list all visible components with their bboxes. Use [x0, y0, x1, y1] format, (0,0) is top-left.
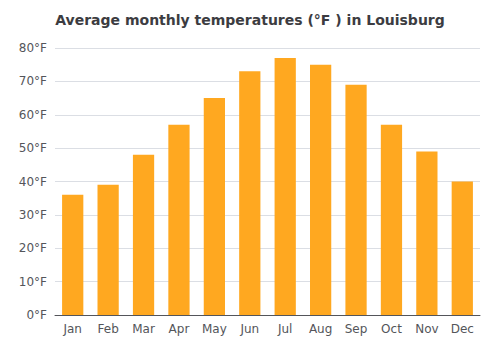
svg-text:0°F: 0°F [26, 308, 47, 322]
svg-text:Nov: Nov [415, 322, 438, 336]
svg-text:Oct: Oct [381, 322, 402, 336]
svg-text:Sep: Sep [345, 322, 368, 336]
svg-text:70°F: 70°F [19, 74, 47, 88]
svg-text:Apr: Apr [169, 322, 190, 336]
svg-text:60°F: 60°F [19, 108, 47, 122]
svg-text:Dec: Dec [451, 322, 474, 336]
svg-text:20°F: 20°F [19, 241, 47, 255]
svg-text:Jun: Jun [239, 322, 259, 336]
svg-text:Average monthly temperatures (: Average monthly temperatures (°F ) in Lo… [55, 12, 445, 28]
svg-text:50°F: 50°F [19, 141, 47, 155]
svg-text:Jul: Jul [277, 322, 292, 336]
svg-text:Mar: Mar [132, 322, 155, 336]
svg-text:Aug: Aug [309, 322, 332, 336]
svg-text:40°F: 40°F [19, 175, 47, 189]
svg-text:Jan: Jan [62, 322, 82, 336]
svg-text:30°F: 30°F [19, 208, 47, 222]
svg-text:May: May [202, 322, 227, 336]
svg-text:Feb: Feb [98, 322, 119, 336]
svg-text:10°F: 10°F [19, 275, 47, 289]
svg-text:80°F: 80°F [19, 41, 47, 55]
